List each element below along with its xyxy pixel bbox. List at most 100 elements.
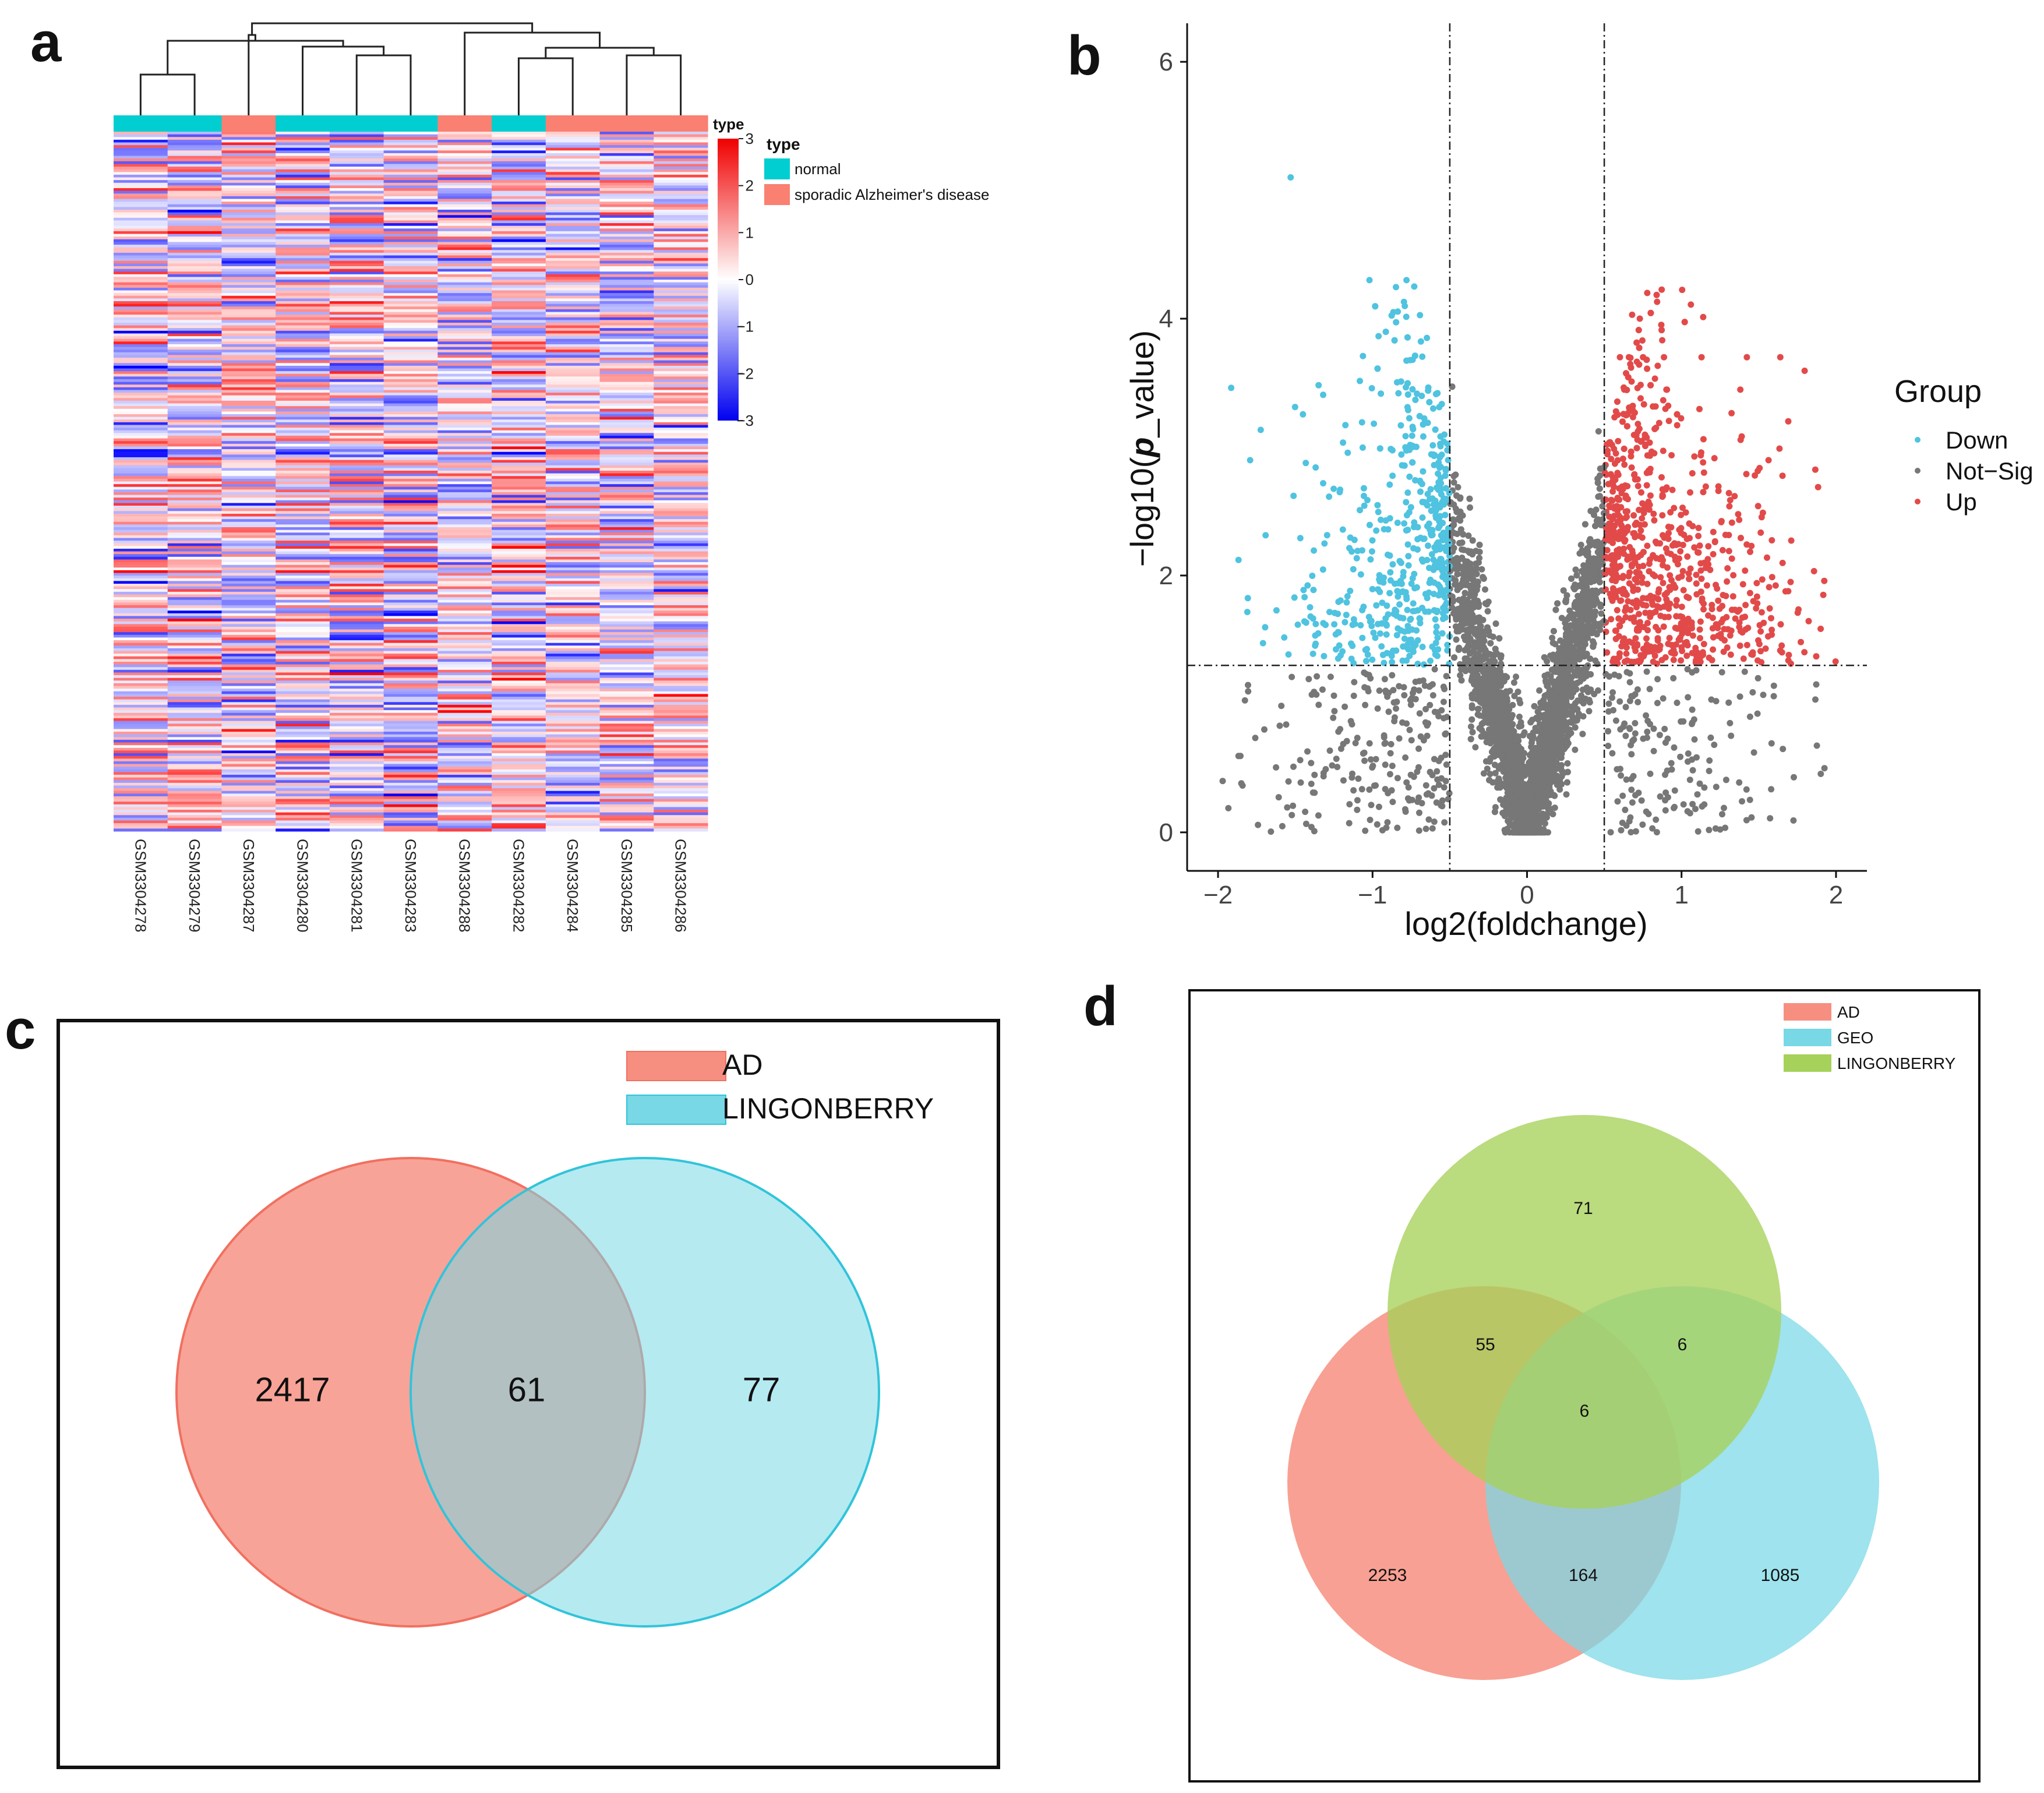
heatmap-cell (167, 428, 222, 431)
heatmap-cell (599, 379, 654, 383)
heatmap-cell (221, 659, 276, 662)
heatmap-cell (599, 271, 654, 275)
heatmap-cell (383, 239, 438, 242)
heatmap-cell (276, 812, 330, 816)
heatmap-cell (114, 718, 168, 722)
heatmap-cell (654, 328, 708, 331)
heatmap-cell (492, 750, 546, 754)
heatmap-cell (114, 581, 168, 584)
heatmap-cell (492, 796, 546, 800)
heatmap-cell (654, 764, 708, 767)
heatmap-cell (383, 589, 438, 592)
heatmap-cell (654, 358, 708, 361)
heatmap-cell (492, 177, 546, 181)
heatmap-cell (329, 599, 384, 603)
heatmap-cell (492, 562, 546, 566)
heatmap-cell (329, 228, 384, 232)
heatmap-cell (329, 624, 384, 627)
heatmap-cell (599, 172, 654, 175)
heatmap-cell (545, 411, 601, 415)
heatmap-cell (329, 132, 384, 135)
heatmap-cell (276, 619, 330, 622)
heatmap-cell (545, 271, 601, 275)
heatmap-cell (437, 591, 492, 595)
heatmap-cell (492, 333, 546, 337)
heatmap-cell (114, 169, 168, 172)
heatmap-cell (114, 266, 168, 270)
heatmap-cell (114, 215, 168, 218)
heatmap-cell (276, 228, 330, 232)
heatmap-cell (437, 225, 492, 229)
heatmap-cell (383, 721, 438, 724)
heatmap-cell (545, 737, 601, 740)
heatmap-cell (545, 330, 601, 334)
heatmap-cell (114, 419, 168, 423)
heatmap-cell (437, 810, 492, 813)
heatmap-cell (654, 704, 708, 708)
heatmap-cell (654, 368, 708, 372)
heatmap-cell (599, 559, 654, 563)
heatmap-cell (437, 664, 492, 668)
heatmap-cell (492, 215, 546, 218)
heatmap-cell (545, 734, 601, 737)
heatmap-cell (545, 269, 601, 272)
heatmap-cell (599, 185, 654, 189)
heatmap-cell (276, 231, 330, 235)
heatmap-cell (276, 207, 330, 210)
heatmap-cell (329, 820, 384, 824)
heatmap-cell (329, 190, 384, 194)
heatmap-cell (437, 156, 492, 159)
heatmap-cell (383, 556, 438, 560)
heatmap-cell (492, 481, 546, 485)
heatmap-cell (492, 634, 546, 638)
heatmap-cell (383, 379, 438, 383)
heatmap-cell (545, 476, 601, 479)
heatmap-cell (329, 223, 384, 227)
heatmap-cell (437, 476, 492, 479)
heatmap-cell (492, 400, 546, 404)
heatmap-cell (383, 669, 438, 673)
heatmap-cell (221, 247, 276, 250)
heatmap-cell (383, 817, 438, 821)
heatmap-cell (276, 465, 330, 468)
heatmap-cell (221, 150, 276, 154)
heatmap-cell (167, 363, 222, 366)
heatmap-cell (276, 796, 330, 800)
heatmap-cell (383, 228, 438, 232)
heatmap-cell (599, 767, 654, 770)
heatmap-cell (114, 535, 168, 538)
heatmap-cell (654, 132, 708, 135)
heatmap-cell (221, 132, 276, 135)
heatmap-cell (383, 481, 438, 485)
heatmap-cell (329, 443, 384, 447)
heatmap-cell (276, 704, 330, 708)
heatmap-cell (383, 683, 438, 687)
heatmap-cell (545, 363, 601, 366)
heatmap-cell (654, 438, 708, 442)
heatmap-cell (492, 408, 546, 412)
heatmap-cell (114, 435, 168, 439)
heatmap-cell (599, 360, 654, 363)
heatmap-cell (545, 161, 601, 164)
heatmap-cell (545, 788, 601, 792)
heatmap-cell (383, 231, 438, 235)
heatmap-cell (329, 581, 384, 584)
heatmap-cell (167, 516, 222, 520)
heatmap-cell (654, 196, 708, 199)
heatmap-cell (383, 613, 438, 616)
heatmap-cell (383, 153, 438, 157)
heatmap-cell (276, 519, 330, 523)
heatmap-cell (167, 772, 222, 775)
heatmap-cell (383, 689, 438, 692)
heatmap-cell (492, 223, 546, 227)
heatmap-cell (114, 508, 168, 511)
heatmap-cell (383, 290, 438, 294)
heatmap-cell (329, 274, 384, 277)
heatmap-cell (383, 632, 438, 636)
heatmap-cell (599, 457, 654, 461)
heatmap-cell (599, 790, 654, 794)
heatmap-cell (329, 788, 384, 792)
heatmap-cell (383, 503, 438, 506)
heatmap-cell (437, 433, 492, 436)
heatmap-cell (221, 422, 276, 425)
